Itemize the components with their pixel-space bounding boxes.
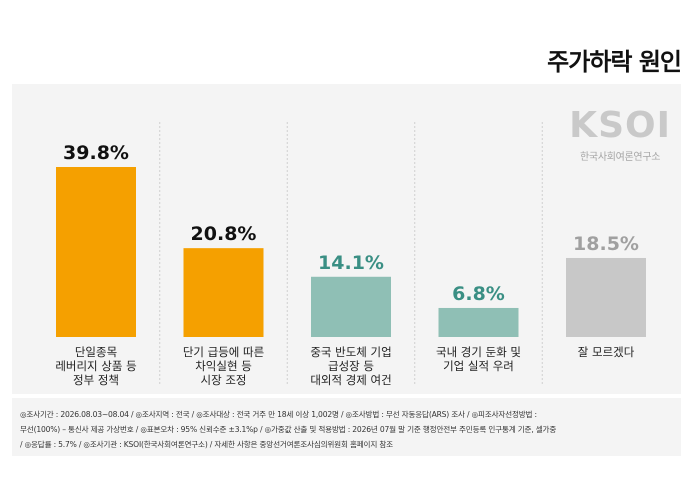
category-label-4-1: 국내 경기 둔화 및 bbox=[436, 345, 521, 359]
category-label-5-1: 잘 모르겠다 bbox=[578, 345, 635, 359]
category-label-2-1: 단기 급등에 따른 bbox=[183, 345, 264, 359]
category-label-2-2: 차익실현 등 bbox=[195, 359, 252, 373]
chart-panel: 39.8% 단일종목 레버리지 상품 등 정부 정책 20.8% 단기 급등에 따른 차익실… bbox=[12, 84, 681, 394]
footnote-line-3: / ◎응답률 : 5.7% / ◎조사기관 : KSOI(한국사회여론연구소) … bbox=[20, 440, 393, 449]
value-label-2: 20.8% bbox=[191, 223, 257, 245]
value-label-3: 14.1% bbox=[318, 252, 384, 274]
category-label-3-3: 대외적 경제 여건 bbox=[310, 373, 391, 387]
category-label-1-1: 단일종목 bbox=[75, 345, 117, 359]
bar-3 bbox=[311, 276, 391, 337]
footnote-line-1: ◎조사기간 : 2026.08.03~08.04 / ◎조사지역 : 전국 / … bbox=[20, 410, 537, 419]
page-title: 주가하락 원인 bbox=[547, 48, 682, 76]
value-label-5: 18.5% bbox=[573, 233, 639, 255]
ksoi-logo: KSOI 한국사회여론연구소 bbox=[569, 105, 671, 164]
logo-subtitle: 한국사회여론연구소 bbox=[580, 152, 661, 163]
value-label-4: 6.8% bbox=[452, 283, 505, 305]
value-label-1: 39.8% bbox=[63, 142, 129, 164]
bar-4 bbox=[438, 307, 519, 337]
category-label-3-1: 중국 반도체 기업 bbox=[310, 345, 391, 359]
footnote-line-2: 무선(100%) – 통신사 제공 가상번호 / ◎표본오차 : 95% 신뢰수… bbox=[20, 425, 557, 434]
survey-footnote: ◎조사기간 : 2026.08.03~08.04 / ◎조사지역 : 전국 / … bbox=[12, 398, 681, 456]
category-label-3-2: 급성장 등 bbox=[328, 359, 374, 373]
category-label-1-3: 정부 정책 bbox=[73, 373, 119, 387]
category-label-1-2: 레버리지 상품 등 bbox=[55, 359, 136, 373]
category-label-2-3: 시장 조정 bbox=[201, 373, 247, 387]
logo-mark: KSOI bbox=[569, 105, 671, 146]
bar-5 bbox=[566, 257, 646, 337]
category-label-4-2: 기업 실적 우려 bbox=[443, 359, 514, 373]
bar-1 bbox=[56, 167, 136, 337]
bar-2 bbox=[183, 248, 264, 337]
